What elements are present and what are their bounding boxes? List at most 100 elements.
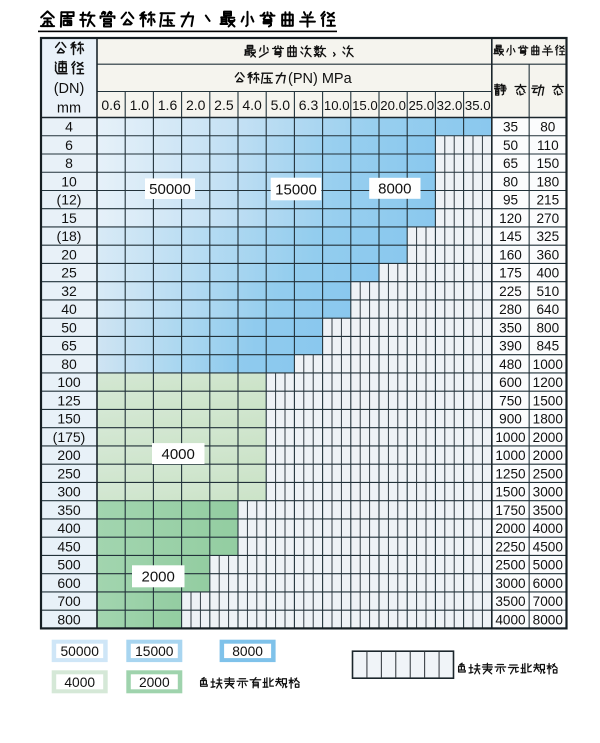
svg-text:215: 215 — [536, 193, 559, 208]
svg-text:160: 160 — [499, 247, 522, 262]
svg-text:80: 80 — [61, 356, 77, 372]
svg-text:145: 145 — [499, 229, 522, 244]
svg-text:3500: 3500 — [533, 503, 564, 518]
svg-text:100: 100 — [57, 374, 81, 390]
svg-text:7000: 7000 — [533, 594, 564, 609]
svg-text:200: 200 — [57, 447, 81, 463]
svg-text:4.0: 4.0 — [242, 97, 262, 113]
svg-text:0.6: 0.6 — [101, 97, 121, 113]
svg-text:180: 180 — [536, 174, 559, 189]
svg-text:500: 500 — [57, 557, 81, 573]
svg-text:10.0: 10.0 — [324, 98, 350, 113]
svg-text:4000: 4000 — [162, 446, 195, 463]
svg-text:8000: 8000 — [232, 644, 263, 659]
svg-text:325: 325 — [536, 229, 559, 244]
svg-text:4000: 4000 — [64, 675, 95, 690]
svg-text:mm: mm — [57, 101, 81, 117]
svg-text:(175): (175) — [53, 429, 86, 445]
svg-text:(18): (18) — [57, 228, 82, 244]
svg-text:750: 750 — [499, 393, 522, 408]
svg-text:6.3: 6.3 — [299, 97, 319, 113]
svg-text:510: 510 — [536, 284, 559, 299]
svg-text:110: 110 — [537, 138, 559, 153]
svg-text:20: 20 — [61, 246, 77, 262]
svg-text:150: 150 — [536, 156, 559, 171]
svg-text:50000: 50000 — [61, 644, 100, 659]
svg-text:300: 300 — [57, 484, 81, 500]
svg-text:8000: 8000 — [378, 181, 411, 198]
svg-text:4000: 4000 — [533, 521, 564, 536]
svg-text:40: 40 — [61, 301, 77, 317]
svg-text:20.0: 20.0 — [380, 98, 406, 113]
svg-text:600: 600 — [499, 375, 522, 390]
svg-text:1800: 1800 — [533, 412, 564, 427]
svg-text:360: 360 — [536, 247, 559, 262]
svg-text:480: 480 — [499, 357, 522, 372]
svg-text:2000: 2000 — [533, 430, 564, 445]
svg-text:2.5: 2.5 — [214, 97, 234, 113]
svg-text:175: 175 — [499, 266, 522, 281]
svg-text:845: 845 — [536, 339, 559, 354]
svg-text:35.0: 35.0 — [465, 98, 491, 113]
svg-text:3500: 3500 — [495, 594, 526, 609]
svg-text:125: 125 — [57, 392, 81, 408]
svg-text:640: 640 — [536, 302, 559, 317]
svg-text:350: 350 — [57, 502, 81, 518]
svg-text:1.0: 1.0 — [130, 97, 150, 113]
svg-text:400: 400 — [536, 266, 559, 281]
svg-text:1000: 1000 — [495, 430, 526, 445]
svg-text:700: 700 — [57, 593, 81, 609]
svg-text:3000: 3000 — [533, 485, 564, 500]
svg-text:800: 800 — [536, 320, 559, 335]
svg-text:65: 65 — [61, 338, 77, 354]
svg-text:2000: 2000 — [139, 675, 170, 690]
svg-text:80: 80 — [503, 174, 519, 189]
svg-text:600: 600 — [57, 575, 81, 591]
svg-text:4000: 4000 — [495, 612, 526, 627]
svg-text:2500: 2500 — [533, 466, 564, 481]
svg-text:350: 350 — [499, 320, 522, 335]
svg-text:15: 15 — [61, 210, 77, 226]
svg-text:95: 95 — [503, 193, 518, 208]
svg-text:4500: 4500 — [533, 539, 564, 554]
svg-text:25.0: 25.0 — [408, 98, 434, 113]
svg-text:(DN): (DN) — [54, 81, 85, 97]
svg-text:65: 65 — [503, 156, 518, 171]
svg-text:5.0: 5.0 — [271, 97, 291, 113]
svg-text:270: 270 — [536, 211, 559, 226]
svg-text:(12): (12) — [57, 192, 82, 208]
svg-text:390: 390 — [499, 339, 522, 354]
svg-text:6: 6 — [65, 137, 73, 153]
svg-text:2250: 2250 — [495, 539, 526, 554]
svg-text:400: 400 — [57, 520, 81, 536]
svg-text:1750: 1750 — [495, 503, 526, 518]
svg-text:1000: 1000 — [533, 357, 564, 372]
svg-text:50000: 50000 — [149, 181, 191, 198]
svg-text:1000: 1000 — [495, 448, 526, 463]
svg-text:2000: 2000 — [495, 521, 526, 536]
svg-text:450: 450 — [57, 538, 81, 554]
svg-text:1.6: 1.6 — [158, 97, 178, 113]
svg-text:225: 225 — [499, 284, 522, 299]
svg-text:50: 50 — [503, 138, 519, 153]
svg-text:2000: 2000 — [533, 448, 564, 463]
svg-text:1200: 1200 — [533, 375, 564, 390]
svg-text:35: 35 — [503, 120, 518, 135]
svg-text:8: 8 — [65, 155, 73, 171]
svg-text:2.0: 2.0 — [186, 97, 206, 113]
svg-text:150: 150 — [57, 411, 81, 427]
svg-text:15000: 15000 — [275, 181, 317, 198]
svg-text:8000: 8000 — [533, 612, 564, 627]
svg-text:25: 25 — [61, 265, 77, 281]
svg-text:2500: 2500 — [495, 558, 526, 573]
svg-text:5000: 5000 — [533, 558, 564, 573]
svg-text:50: 50 — [61, 319, 77, 335]
svg-text:2000: 2000 — [142, 569, 175, 586]
svg-text:4: 4 — [65, 119, 73, 135]
svg-text:900: 900 — [499, 412, 522, 427]
svg-text:15.0: 15.0 — [352, 98, 378, 113]
svg-text:120: 120 — [499, 211, 522, 226]
svg-text:6000: 6000 — [533, 576, 564, 591]
svg-text:800: 800 — [57, 611, 81, 627]
svg-text:1250: 1250 — [495, 466, 526, 481]
